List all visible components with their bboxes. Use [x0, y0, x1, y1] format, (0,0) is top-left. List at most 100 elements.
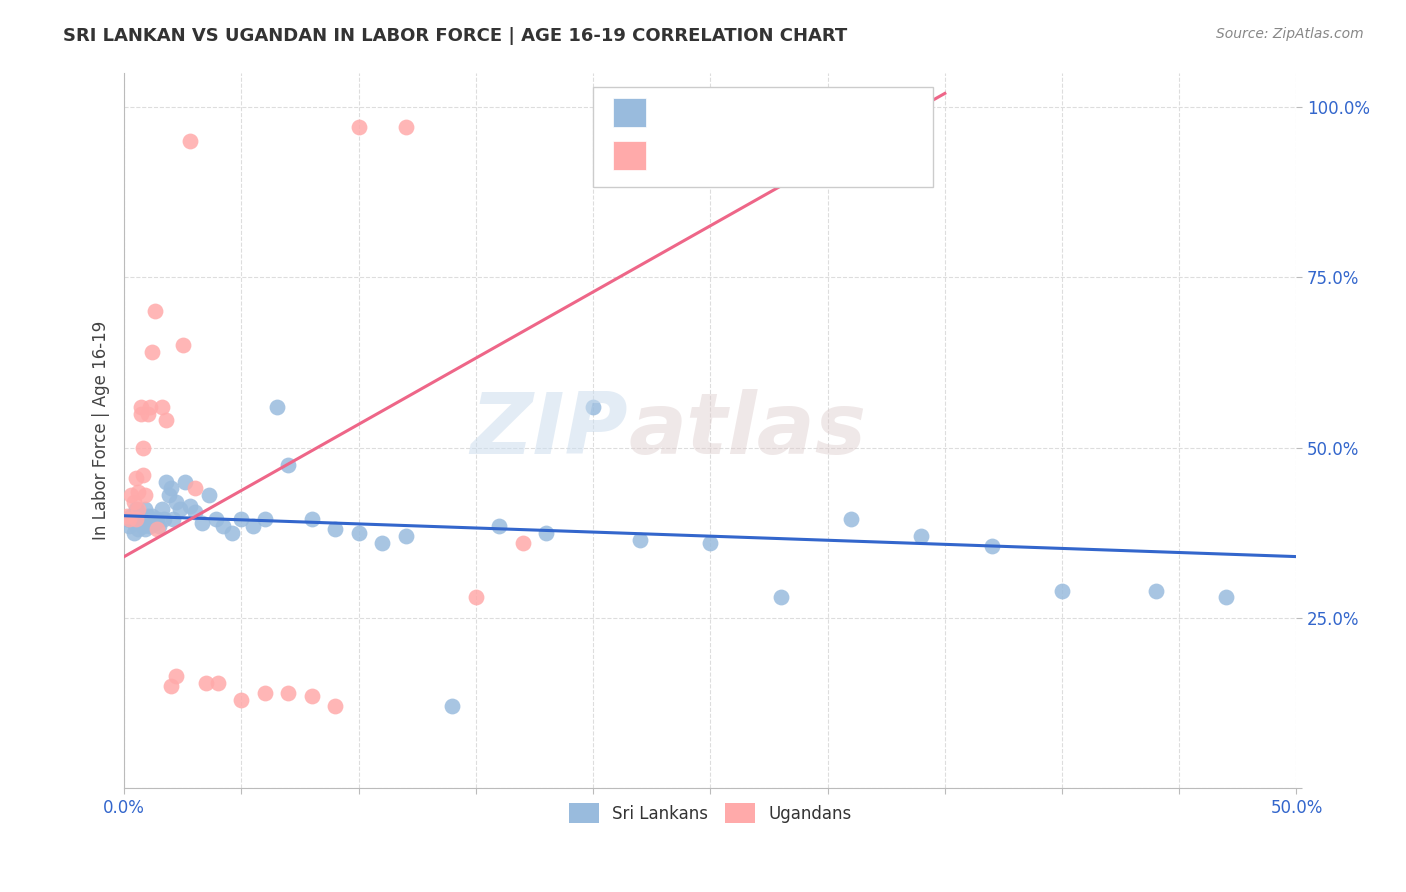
Point	[118, 519, 141, 533]
Point	[157, 488, 180, 502]
Point	[129, 516, 152, 530]
Point	[277, 458, 299, 472]
Point	[347, 525, 370, 540]
Bar	[613, 141, 645, 169]
Point	[204, 512, 226, 526]
Point	[125, 512, 148, 526]
FancyBboxPatch shape	[593, 87, 934, 187]
Point	[125, 512, 148, 526]
Point	[394, 529, 416, 543]
Point	[301, 690, 323, 704]
Point	[179, 134, 201, 148]
Point	[139, 400, 162, 414]
Point	[323, 522, 346, 536]
Text: 0.554: 0.554	[716, 145, 773, 163]
Bar	[613, 98, 645, 127]
Text: R =: R =	[664, 145, 699, 163]
Point	[122, 495, 145, 509]
Point	[242, 519, 264, 533]
Point	[277, 686, 299, 700]
Point	[183, 505, 205, 519]
Point	[172, 338, 194, 352]
Point	[582, 400, 605, 414]
Point	[169, 502, 191, 516]
Point	[136, 508, 159, 523]
Point	[980, 540, 1002, 554]
Point	[125, 471, 148, 485]
Point	[1050, 583, 1073, 598]
Point	[148, 519, 170, 533]
Point	[134, 522, 156, 536]
Point	[134, 502, 156, 516]
Text: N =: N =	[799, 102, 845, 120]
Point	[132, 512, 155, 526]
Point	[136, 407, 159, 421]
Point	[910, 529, 932, 543]
Point	[160, 482, 183, 496]
Point	[115, 508, 138, 523]
Point	[141, 508, 163, 523]
Point	[141, 345, 163, 359]
Point	[139, 512, 162, 526]
Point	[132, 467, 155, 482]
Point	[1215, 591, 1237, 605]
Point	[118, 512, 141, 526]
Point	[323, 699, 346, 714]
Point	[231, 512, 253, 526]
Y-axis label: In Labor Force | Age 16-19: In Labor Force | Age 16-19	[93, 321, 110, 541]
Point	[129, 508, 152, 523]
Point	[127, 505, 149, 519]
Point	[129, 407, 152, 421]
Text: R =: R =	[664, 102, 699, 120]
Point	[512, 536, 534, 550]
Point	[155, 413, 177, 427]
Text: 36: 36	[865, 145, 890, 163]
Point	[183, 482, 205, 496]
Point	[231, 692, 253, 706]
Point	[127, 484, 149, 499]
Point	[150, 400, 173, 414]
Point	[394, 120, 416, 135]
Point	[190, 516, 212, 530]
Text: 62: 62	[865, 102, 890, 120]
Point	[536, 525, 558, 540]
Point	[160, 679, 183, 693]
Point	[253, 686, 276, 700]
Point	[136, 516, 159, 530]
Point	[174, 475, 197, 489]
Point	[132, 519, 155, 533]
Point	[195, 675, 218, 690]
Point	[699, 536, 721, 550]
Text: N =: N =	[799, 145, 845, 163]
Point	[628, 533, 651, 547]
Point	[441, 699, 464, 714]
Point	[197, 488, 219, 502]
Point	[134, 488, 156, 502]
Point	[165, 669, 187, 683]
Legend: Sri Lankans, Ugandans: Sri Lankans, Ugandans	[562, 797, 858, 830]
Point	[464, 591, 486, 605]
Point	[301, 512, 323, 526]
Point	[143, 516, 166, 530]
Point	[347, 120, 370, 135]
Point	[221, 525, 243, 540]
Point	[162, 512, 184, 526]
Point	[120, 488, 142, 502]
Point	[115, 512, 138, 526]
Point	[488, 519, 510, 533]
Text: Source: ZipAtlas.com: Source: ZipAtlas.com	[1216, 27, 1364, 41]
Point	[266, 400, 288, 414]
Point	[139, 519, 162, 533]
Point	[153, 512, 176, 526]
Point	[125, 502, 148, 516]
Point	[371, 536, 394, 550]
Point	[127, 522, 149, 536]
Point	[1144, 583, 1167, 598]
Point	[127, 502, 149, 516]
Point	[129, 400, 152, 414]
Point	[839, 512, 862, 526]
Point	[179, 499, 201, 513]
Point	[155, 475, 177, 489]
Point	[150, 502, 173, 516]
Text: atlas: atlas	[628, 389, 866, 472]
